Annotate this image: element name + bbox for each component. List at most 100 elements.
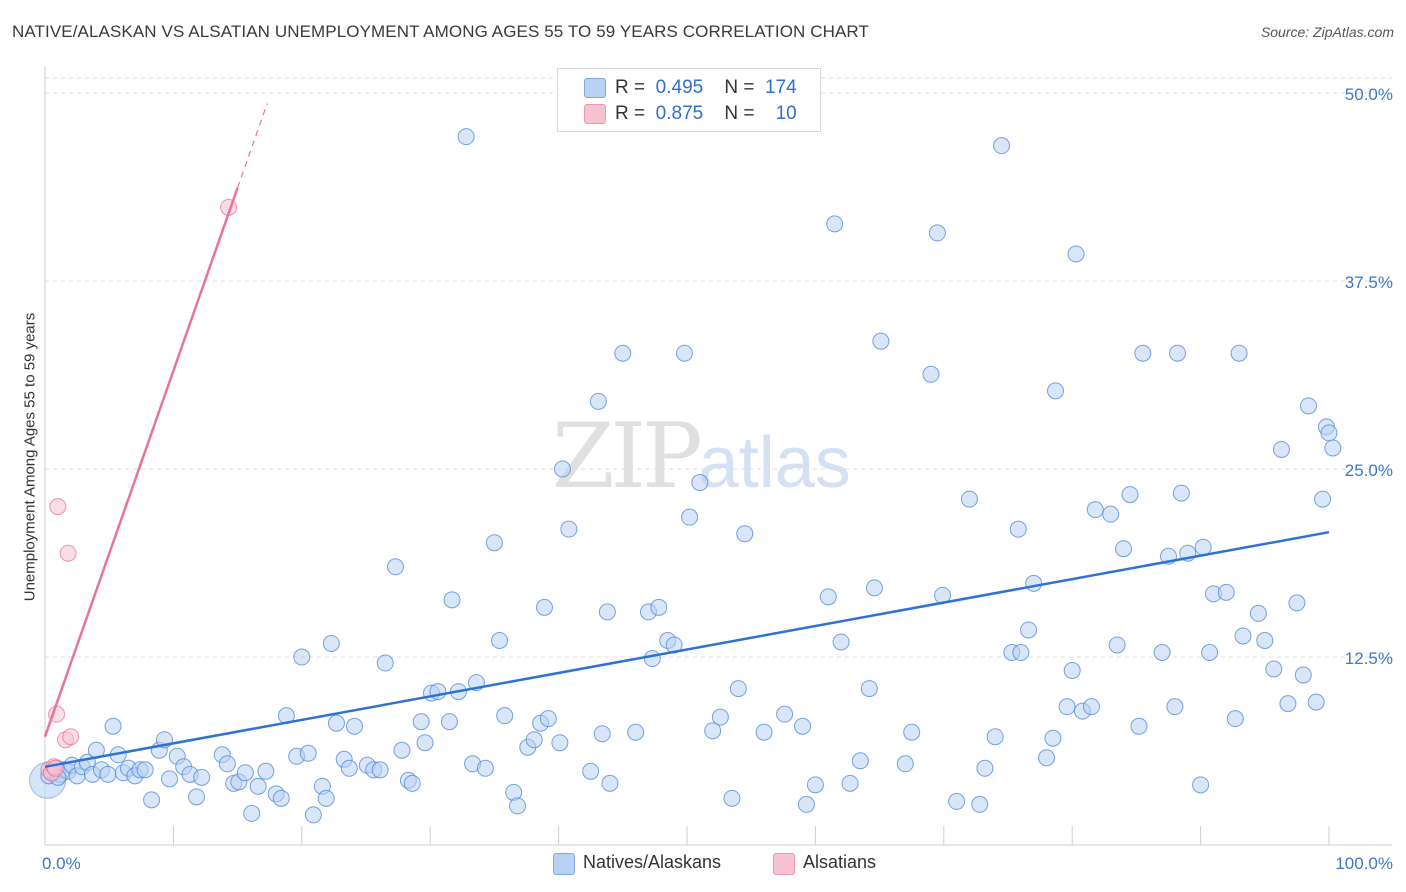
y-tick-label: 25.0%	[1345, 461, 1393, 480]
legend-swatch-natives	[584, 78, 606, 98]
data-point-natives	[681, 508, 699, 526]
data-point-natives	[476, 759, 494, 777]
watermark-atlas: atlas	[698, 423, 851, 503]
data-point-natives	[971, 795, 989, 813]
watermark-zip: ZIP	[552, 404, 703, 509]
data-point-natives	[736, 525, 754, 543]
data-point-natives	[1012, 643, 1030, 661]
legend-text-natives: R = 0.495 N = 174	[615, 77, 797, 98]
data-point-natives	[1299, 397, 1317, 415]
data-point-natives	[1166, 698, 1184, 716]
data-point-natives	[1134, 344, 1152, 362]
data-point-natives	[1249, 604, 1267, 622]
data-point-natives	[872, 332, 890, 350]
data-point-natives	[598, 603, 616, 621]
data-point-natives	[1121, 486, 1139, 504]
data-point-natives	[412, 713, 430, 731]
legend-r-value-natives: 0.495	[655, 77, 704, 98]
data-point-natives	[293, 648, 311, 666]
legend-n-value-alsatians: 10	[775, 103, 797, 124]
data-point-natives	[593, 725, 611, 743]
data-point-natives	[675, 344, 693, 362]
data-point-natives	[711, 708, 729, 726]
data-point-natives	[376, 654, 394, 672]
data-point-natives	[627, 723, 645, 741]
data-point-natives	[582, 762, 600, 780]
data-point-natives	[104, 717, 122, 735]
data-point-natives	[1314, 490, 1332, 508]
data-point-natives	[1201, 643, 1219, 661]
data-point-natives	[1230, 344, 1248, 362]
data-point-natives	[457, 128, 475, 146]
legend-r-value-alsatians: 0.875	[655, 103, 704, 124]
data-point-natives	[948, 792, 966, 810]
data-point-natives	[650, 598, 668, 616]
data-point-natives	[491, 631, 509, 649]
data-point-natives	[691, 474, 709, 492]
data-point-natives	[243, 804, 261, 822]
data-point-natives	[960, 490, 978, 508]
data-point-alsatians	[62, 728, 80, 746]
data-point-natives	[1025, 574, 1043, 592]
data-point-natives	[1108, 636, 1126, 654]
data-point-natives	[1279, 695, 1297, 713]
data-point-natives	[1130, 717, 1148, 735]
data-point-natives	[236, 764, 254, 782]
data-point-natives	[322, 634, 340, 652]
data-point-natives	[1272, 440, 1290, 458]
data-point-natives	[553, 460, 571, 478]
data-point-natives	[1067, 245, 1085, 263]
data-point-alsatians	[49, 498, 67, 516]
data-point-natives	[1044, 729, 1062, 747]
data-point-natives	[539, 710, 557, 728]
data-point-natives	[643, 650, 661, 668]
data-point-natives	[1063, 662, 1081, 680]
data-point-natives	[416, 734, 434, 752]
data-point-natives	[560, 520, 578, 538]
data-point-natives	[193, 768, 211, 786]
data-point-natives	[1307, 693, 1325, 711]
x-tick-label: 0.0%	[42, 854, 81, 873]
data-point-natives	[345, 717, 363, 735]
data-point-natives	[1082, 698, 1100, 716]
trendline-alsatians	[43, 187, 239, 738]
data-point-natives	[1226, 710, 1244, 728]
legend-text-alsatians: R = 0.875 N = 10	[615, 103, 797, 124]
data-point-natives	[403, 774, 421, 792]
y-tick-label: 12.5%	[1345, 649, 1393, 668]
legend-n-value-natives: 174	[765, 77, 797, 98]
data-point-natives	[851, 752, 869, 770]
data-point-natives	[1168, 344, 1186, 362]
data-point-natives	[1172, 484, 1190, 502]
data-point-natives	[589, 392, 607, 410]
data-point-natives	[826, 215, 844, 233]
data-point-natives	[922, 365, 940, 383]
data-point-natives	[1020, 621, 1038, 639]
data-point-natives	[723, 789, 741, 807]
trendline-alsatians-extension	[237, 103, 268, 188]
data-point-natives	[806, 776, 824, 794]
data-point-natives	[1194, 538, 1212, 556]
data-point-natives	[1153, 643, 1171, 661]
data-point-natives	[797, 795, 815, 813]
y-tick-label: 37.5%	[1345, 273, 1393, 292]
data-point-natives	[249, 777, 267, 795]
data-point-natives	[1038, 749, 1056, 767]
data-point-natives	[1294, 666, 1312, 684]
data-point-natives	[1324, 439, 1342, 457]
data-point-natives	[928, 224, 946, 242]
data-point-natives	[986, 728, 1004, 746]
bottom-legend-label-alsatians: Alsatians	[803, 852, 877, 872]
data-point-natives	[841, 774, 859, 792]
data-point-natives	[99, 765, 117, 783]
data-point-natives	[1192, 776, 1210, 794]
data-point-natives	[1265, 660, 1283, 678]
data-point-natives	[393, 741, 411, 759]
data-point-natives	[371, 761, 389, 779]
data-point-natives	[1115, 540, 1133, 558]
data-point-natives	[304, 806, 322, 824]
data-point-natives	[443, 591, 461, 609]
data-point-natives	[317, 789, 335, 807]
source-label[interactable]: Source: ZipAtlas.com	[1260, 24, 1394, 40]
data-point-natives	[755, 723, 773, 741]
